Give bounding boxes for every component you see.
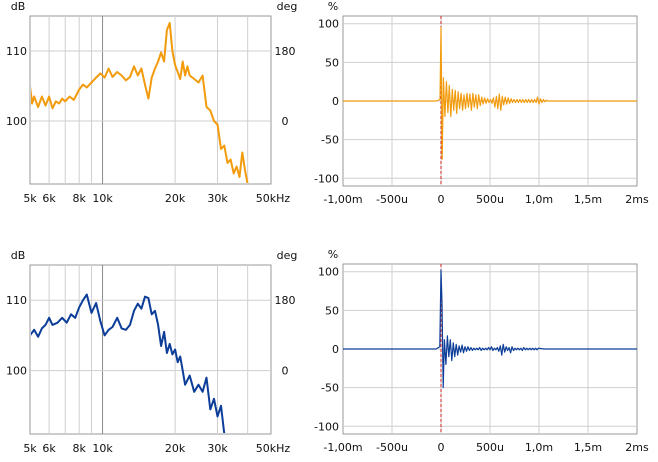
y-tick-label: 0 (332, 343, 339, 356)
y-tick-label: 0 (332, 95, 339, 108)
y-tick-label-db: 100 (6, 365, 27, 378)
y-tick-label-deg: 180 (275, 294, 296, 307)
x-tick-label: 0 (438, 441, 445, 454)
x-tick-label: 5k (23, 442, 37, 455)
y-tick-label-db: 100 (6, 115, 27, 128)
x-tick-label: 20k (165, 192, 186, 205)
impulse-series-line (343, 27, 637, 160)
x-tick-label: 6k (42, 192, 56, 205)
x-tick-label: 500u (476, 193, 504, 206)
impulse-response-chart-2: % 100 50 0 -50 -100 -1,00m -500u 0 500u 1,0m 1,5m 2m… (314, 0, 649, 206)
x-tick-label: 8k (73, 442, 87, 455)
x-tick-label: 20k (165, 442, 186, 455)
x-tick-label: 10k (92, 192, 113, 205)
y-axis-unit-db: dB (11, 0, 26, 13)
magnitude-series-line (31, 22, 249, 183)
x-tick-label: -500u (376, 441, 408, 454)
x-tick-label: 1,5m (574, 193, 602, 206)
y-tick-label-db: 110 (6, 45, 27, 58)
y-tick-label: -100 (314, 420, 339, 433)
y-tick-label: 100 (318, 18, 339, 31)
x-tick-label: 30k (207, 442, 228, 455)
x-tick-label: -500u (376, 193, 408, 206)
y-tick-label: -50 (321, 134, 339, 147)
y-axis-unit-percent: % (328, 0, 338, 13)
x-tick-label: 5k (23, 192, 37, 205)
y-axis-unit-percent: % (328, 248, 338, 261)
x-tick-label: -1,00m (323, 193, 362, 206)
x-tick-label: 8k (73, 192, 87, 205)
x-tick-label: 1,0m (525, 193, 553, 206)
y-axis-unit-deg: deg (277, 249, 298, 262)
y-tick-label: -50 (321, 382, 339, 395)
y-tick-label: -100 (314, 172, 339, 185)
magnitude-series-line (31, 293, 226, 433)
x-tick-label: 1,0m (525, 441, 553, 454)
plot-area (29, 264, 272, 435)
x-tick-label: 6k (42, 442, 56, 455)
y-axis-unit-deg: deg (277, 0, 298, 13)
frequency-response-chart-1: dB deg 110 100 180 0 5k 6k 8k 10k 20k 30k 50kHz (6, 0, 297, 205)
x-tick-label: -1,00m (323, 441, 362, 454)
x-tick-label: 50kHz (256, 442, 291, 455)
y-tick-label-deg: 0 (282, 365, 289, 378)
x-tick-label: 2ms (625, 441, 649, 454)
y-tick-label: 100 (318, 266, 339, 279)
y-tick-label: 50 (325, 56, 339, 69)
y-tick-label: 50 (325, 304, 339, 317)
x-tick-label: 10k (92, 442, 113, 455)
plot-area (29, 15, 272, 185)
y-tick-label-db: 110 (6, 294, 27, 307)
x-tick-label: 50kHz (256, 192, 291, 205)
x-tick-label: 2ms (625, 193, 649, 206)
x-tick-label: 0 (438, 193, 445, 206)
y-tick-label-deg: 180 (275, 45, 296, 58)
y-axis-unit-db: dB (11, 249, 26, 262)
x-tick-label: 30k (207, 192, 228, 205)
x-tick-label: 500u (476, 441, 504, 454)
impulse-response-chart-4: % 100 50 0 -50 -100 -1,00m -500u 0 500u 1,0m 1,5m 2m… (314, 248, 649, 454)
frequency-response-chart-3: dB deg 110 100 180 0 5k 6k 8k 10k 20k 30k 50kHz (6, 249, 297, 455)
y-tick-label-deg: 0 (282, 115, 289, 128)
x-tick-label: 1,5m (574, 441, 602, 454)
impulse-series-line (343, 269, 637, 389)
